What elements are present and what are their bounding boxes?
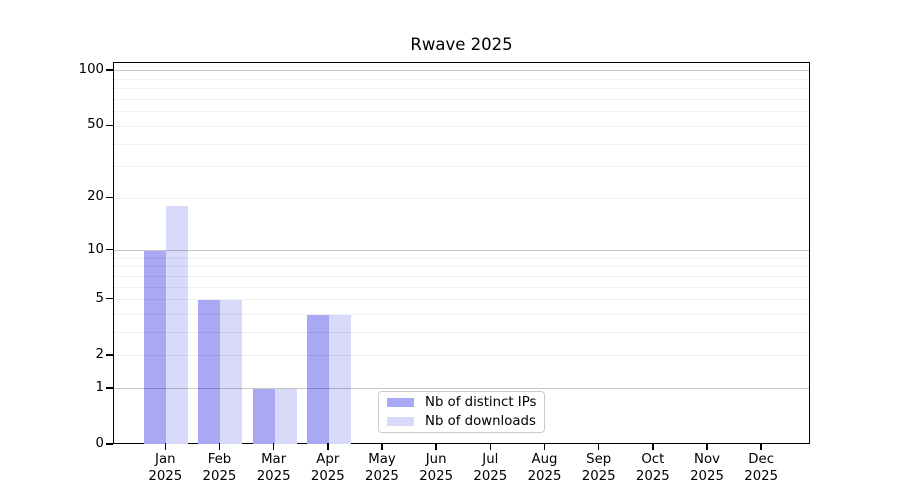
legend-label-downloads: Nb of downloads — [425, 414, 536, 429]
legend-entry-distinct-ips: Nb of distinct IPs — [379, 395, 544, 411]
x-tick-mark-jul — [489, 443, 491, 450]
gridline-minor-2 — [114, 355, 809, 357]
plot-area — [113, 62, 810, 444]
gridline-major-10 — [114, 250, 809, 252]
x-tick-mark-may — [381, 443, 383, 450]
y-tick-mark-10 — [106, 248, 113, 251]
bar-downloads-jan — [166, 206, 189, 444]
x-tick-mark-aug — [543, 443, 546, 450]
y-tick-label-0: 0 — [95, 436, 104, 451]
y-tick-mark-5 — [106, 298, 113, 300]
x-tick-mark-nov — [706, 443, 708, 450]
x-tick-label-feb: Feb 2025 — [202, 452, 237, 484]
x-tick-mark-sep — [597, 443, 600, 450]
x-tick-label-jan: Jan 2025 — [148, 452, 183, 484]
y-tick-mark-50 — [106, 124, 113, 127]
x-tick-mark-feb — [218, 443, 221, 450]
gridline-minor-30 — [114, 166, 809, 168]
bar-downloads-feb — [220, 299, 243, 444]
y-tick-mark-1 — [106, 387, 113, 389]
gridline-minor-3 — [114, 332, 809, 334]
bar-distinct-ips-apr — [306, 314, 329, 444]
x-tick-mark-oct — [652, 443, 654, 450]
gridline-minor-50 — [114, 125, 809, 127]
gridline-major-100 — [114, 70, 809, 72]
gridline-minor-9 — [114, 257, 809, 259]
legend-label-distinct-ips: Nb of distinct IPs — [425, 395, 537, 410]
x-tick-mark-dec — [760, 443, 762, 450]
bar-distinct-ips-mar — [252, 388, 275, 444]
y-tick-label-50: 50 — [87, 117, 104, 133]
y-tick-mark-2 — [106, 354, 113, 356]
gridline-minor-90 — [114, 78, 809, 80]
gridline-minor-60 — [114, 111, 809, 113]
gridline-minor-70 — [114, 99, 809, 101]
legend-entry-downloads: Nb of downloads — [379, 414, 544, 430]
x-tick-label-jul: Jul 2025 — [473, 452, 508, 484]
y-tick-mark-100 — [106, 69, 113, 71]
x-tick-label-nov: Nov 2025 — [690, 452, 724, 484]
bar-distinct-ips-feb — [198, 299, 221, 444]
bar-downloads-mar — [274, 388, 297, 444]
gridline-minor-5 — [114, 299, 809, 301]
gridline-minor-40 — [114, 143, 809, 145]
legend-swatch-distinct-ips — [387, 398, 414, 407]
bar-distinct-ips-jan — [144, 250, 167, 444]
bars-layer — [114, 63, 809, 444]
x-tick-label-aug: Aug 2025 — [527, 452, 562, 484]
x-tick-label-dec: Dec 2025 — [744, 452, 779, 484]
legend: Nb of distinct IPs Nb of downloads — [378, 391, 545, 433]
x-tick-mark-jun — [435, 443, 437, 450]
x-tick-mark-mar — [272, 443, 275, 450]
y-tick-label-20: 20 — [87, 189, 104, 205]
y-tick-label-5: 5 — [95, 290, 104, 306]
gridline-major-1 — [114, 388, 809, 390]
gridline-minor-7 — [114, 275, 809, 277]
y-tick-label-2: 2 — [95, 346, 104, 362]
x-tick-label-oct: Oct 2025 — [635, 452, 670, 484]
y-tick-label-100: 100 — [78, 61, 104, 77]
grid-layer — [114, 63, 809, 443]
x-tick-label-may: May 2025 — [365, 452, 399, 484]
y-tick-label-10: 10 — [87, 241, 104, 257]
chart-title: Rwave 2025 — [410, 35, 513, 54]
gridline-minor-8 — [114, 266, 809, 268]
y-tick-label-1: 1 — [95, 379, 104, 395]
y-tick-mark-20 — [106, 196, 113, 198]
gridline-minor-6 — [114, 286, 809, 288]
legend-swatch-downloads — [387, 417, 414, 426]
gridline-minor-20 — [114, 197, 809, 199]
x-tick-label-jun: Jun 2025 — [419, 452, 454, 484]
bar-downloads-apr — [328, 314, 351, 444]
x-tick-mark-jan — [164, 443, 166, 450]
x-tick-label-apr: Apr 2025 — [310, 452, 345, 484]
x-tick-mark-apr — [327, 443, 329, 450]
x-tick-label-sep: Sep 2025 — [581, 452, 616, 484]
x-tick-label-mar: Mar 2025 — [256, 452, 291, 484]
gridline-minor-80 — [114, 88, 809, 90]
y-tick-mark-0 — [106, 443, 113, 445]
gridline-minor-4 — [114, 314, 809, 316]
